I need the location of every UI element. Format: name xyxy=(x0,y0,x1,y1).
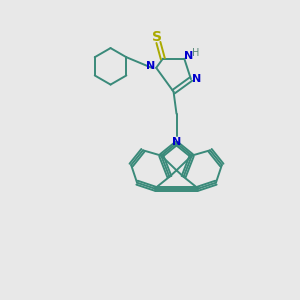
Text: S: S xyxy=(152,30,162,44)
Text: N: N xyxy=(172,137,181,147)
Text: H: H xyxy=(192,48,199,59)
Text: N: N xyxy=(184,51,193,61)
Text: N: N xyxy=(192,74,201,84)
Text: N: N xyxy=(146,61,155,71)
